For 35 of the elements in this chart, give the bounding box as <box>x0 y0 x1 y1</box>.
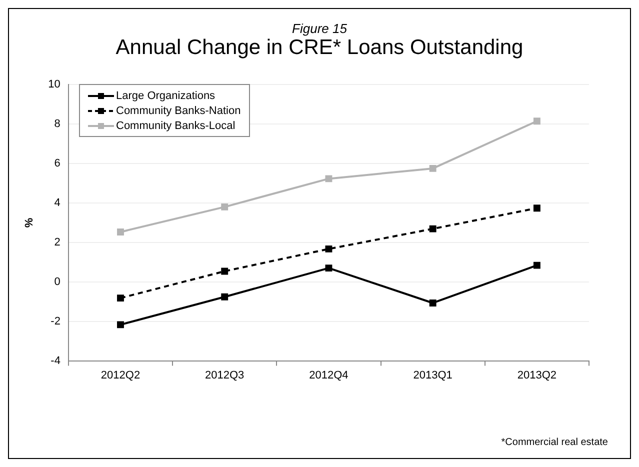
y-axis-title: % <box>24 218 36 228</box>
x-tick-label: 2012Q2 <box>100 369 140 382</box>
point <box>117 228 124 236</box>
text: *Commercial real estate <box>501 437 608 448</box>
point <box>325 264 332 272</box>
y-tick-label: 8 <box>54 118 60 130</box>
legend-label: Large Organizations <box>116 90 216 102</box>
x-tick-label: 2013Q2 <box>517 369 557 382</box>
point <box>325 245 332 252</box>
point <box>533 262 540 269</box>
point <box>533 204 540 212</box>
y-tick-label: 2 <box>54 236 60 248</box>
legend-label: Community Banks-Nation <box>116 104 241 116</box>
point <box>533 118 540 125</box>
chart-subtitle: Figure 15 <box>291 21 348 36</box>
point <box>221 203 228 210</box>
y-tick-label: 6 <box>54 158 60 170</box>
point <box>221 293 228 300</box>
y-tick-label: 10 <box>48 78 60 91</box>
point <box>221 268 228 275</box>
point <box>429 300 436 306</box>
x-tick-label: 2013Q1 <box>413 369 452 382</box>
y-tick-label: -4 <box>50 354 60 367</box>
y-tick-label: 0 <box>54 276 60 288</box>
chart-title: Annual Change in CRE* Loans Outstanding <box>114 36 524 60</box>
point <box>429 225 436 232</box>
point <box>117 321 124 328</box>
x-tick-label: 2012Q4 <box>309 369 348 382</box>
x-tick-label: 2012Q3 <box>205 369 244 382</box>
y-tick-label: -2 <box>50 315 60 328</box>
legend-label: Community Banks-Local <box>116 120 236 132</box>
point <box>429 164 436 172</box>
point <box>325 175 332 182</box>
point <box>117 294 124 302</box>
y-tick-label: 4 <box>54 197 60 210</box>
